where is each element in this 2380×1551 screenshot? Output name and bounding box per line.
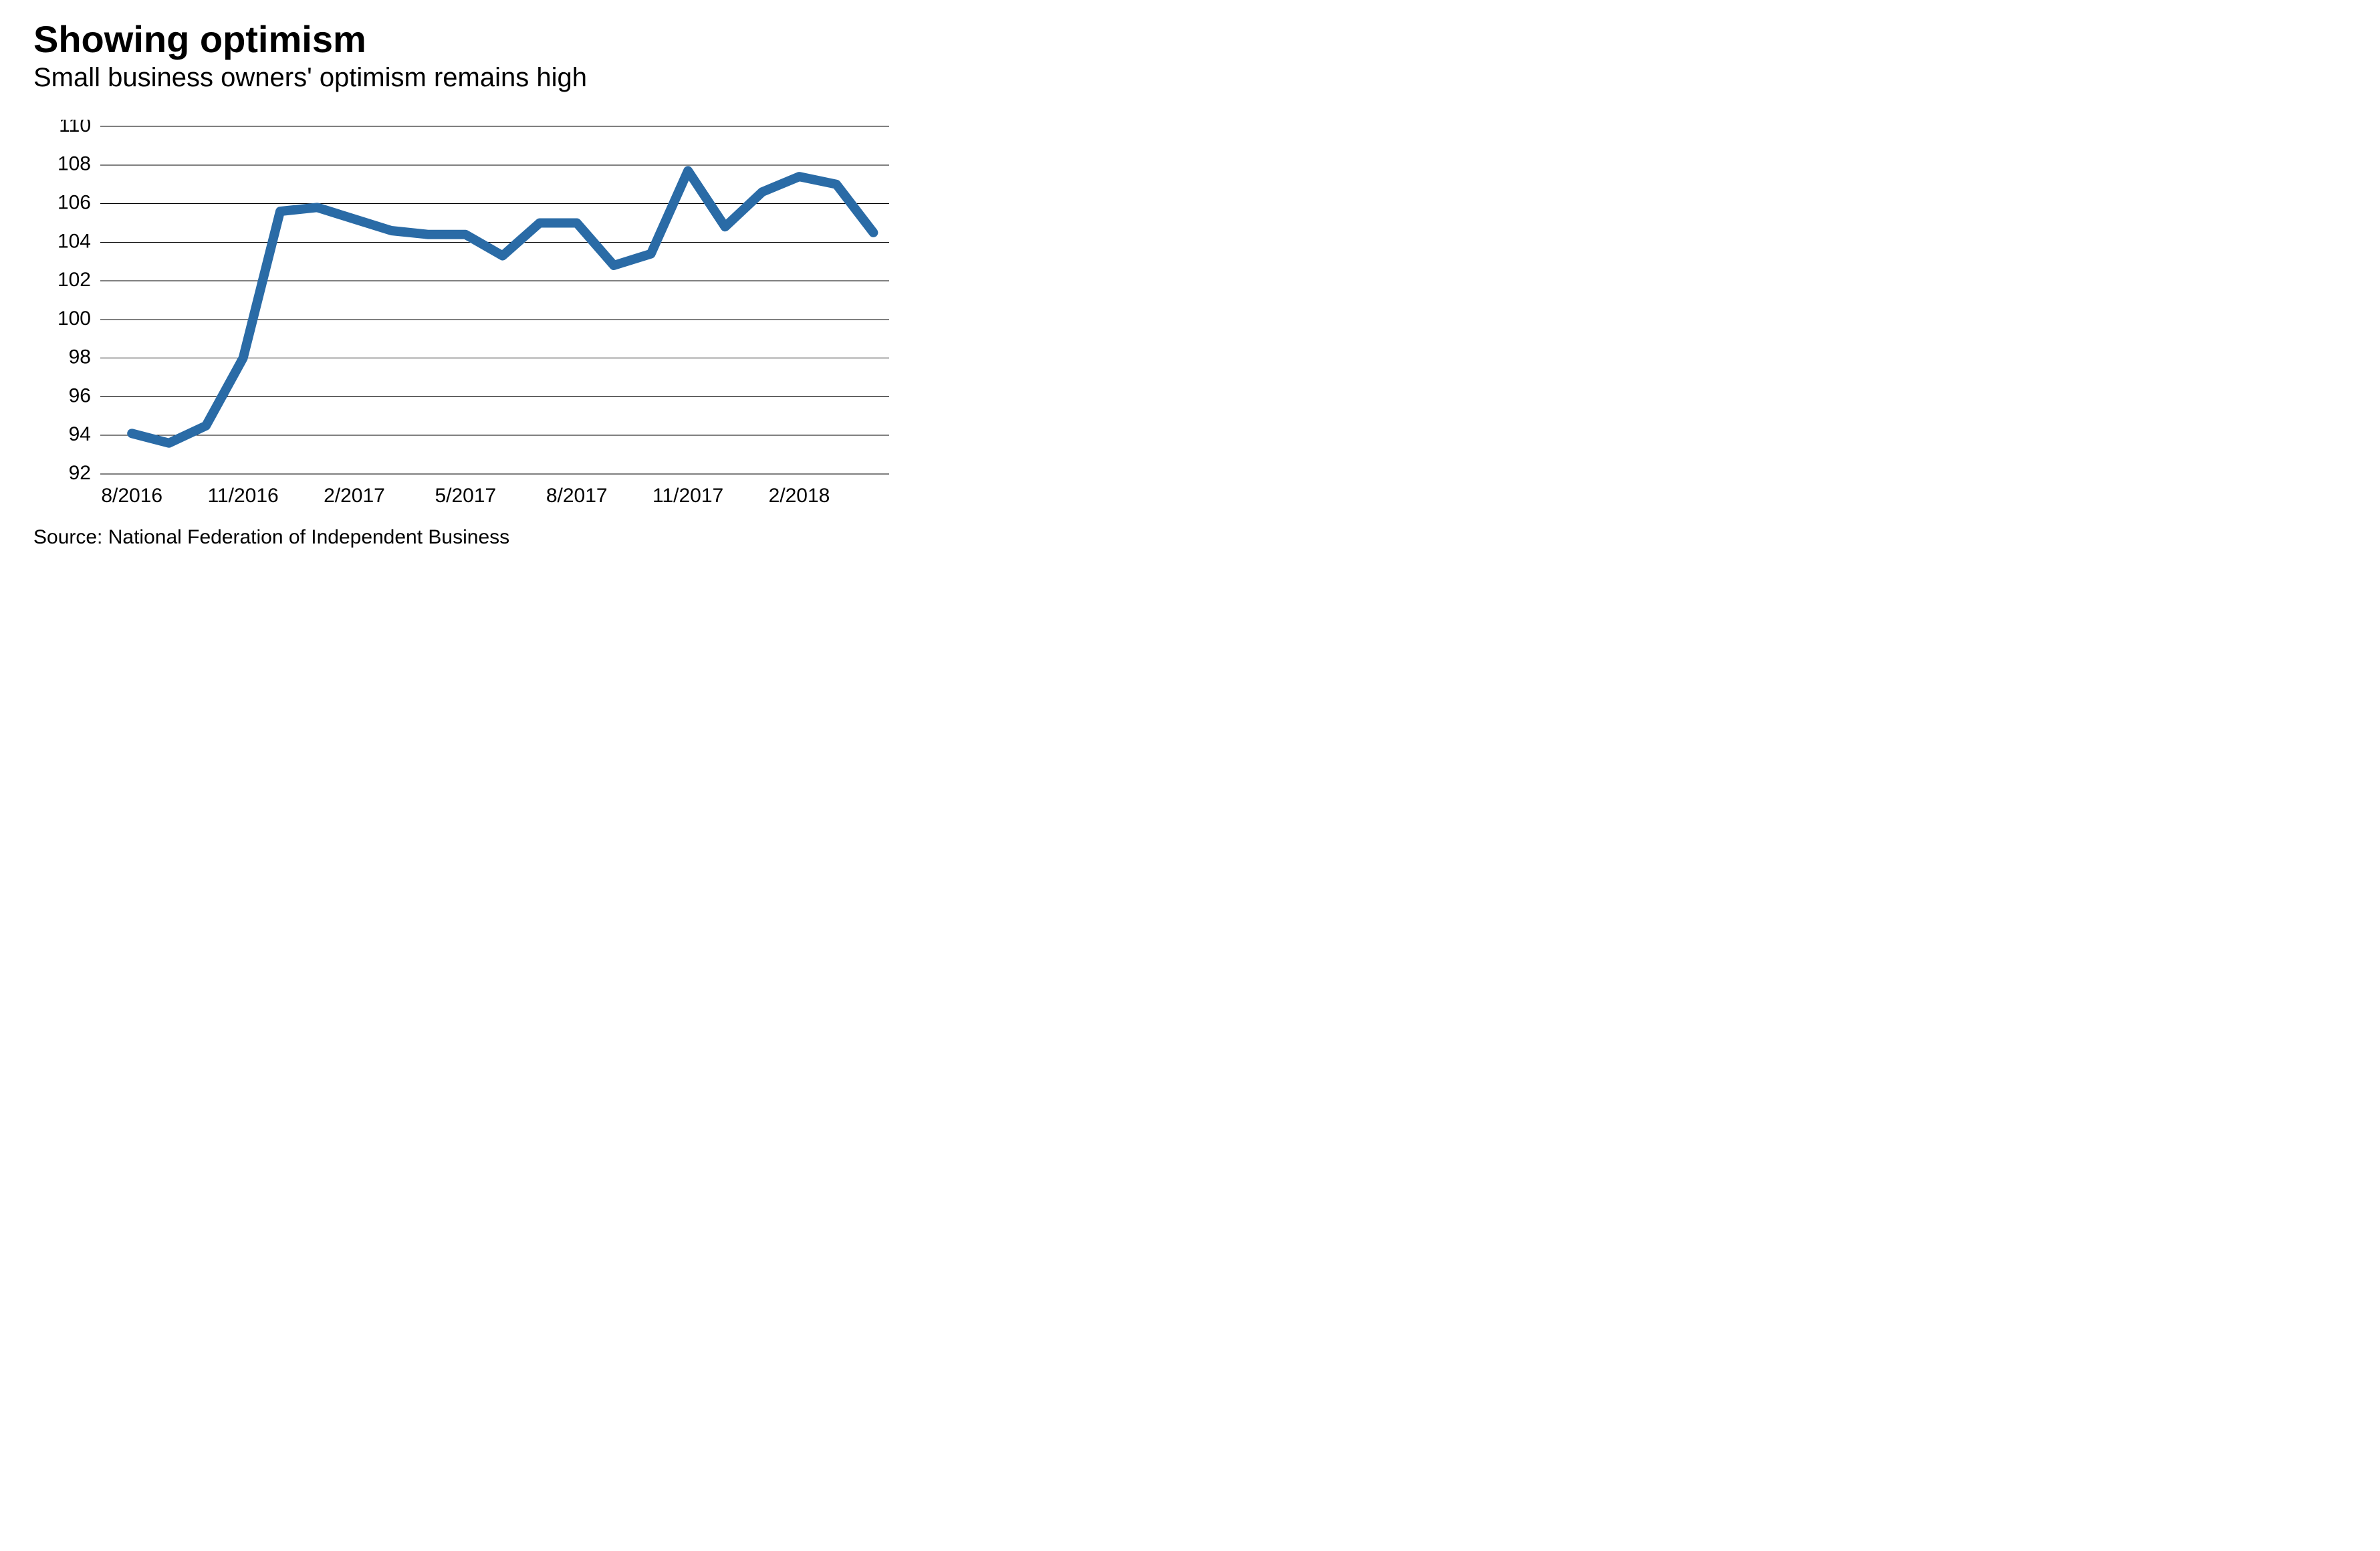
svg-text:2/2018: 2/2018 bbox=[769, 485, 830, 507]
svg-text:94: 94 bbox=[69, 423, 91, 445]
chart-area: 92 94 96 98 100 102 104 106 108 110 8/2016 11/2016 2… bbox=[33, 120, 882, 514]
svg-text:98: 98 bbox=[69, 346, 91, 368]
chart-title: Showing optimism bbox=[33, 20, 882, 59]
svg-text:106: 106 bbox=[57, 191, 91, 213]
x-axis-labels: 8/2016 11/2016 2/2017 5/2017 8/2017 11/2017 2/… bbox=[101, 485, 830, 507]
svg-text:5/2017: 5/2017 bbox=[435, 485, 496, 507]
data-line bbox=[132, 170, 873, 443]
svg-text:11/2016: 11/2016 bbox=[207, 485, 278, 507]
svg-text:8/2017: 8/2017 bbox=[546, 485, 608, 507]
svg-text:11/2017: 11/2017 bbox=[652, 485, 723, 507]
svg-text:2/2017: 2/2017 bbox=[324, 485, 385, 507]
y-axis-labels: 92 94 96 98 100 102 104 106 108 110 bbox=[57, 120, 91, 484]
svg-text:8/2016: 8/2016 bbox=[101, 485, 162, 507]
svg-text:100: 100 bbox=[57, 308, 91, 330]
chart-subtitle: Small business owners' optimism remains … bbox=[33, 62, 882, 93]
gridlines bbox=[100, 126, 889, 474]
svg-text:104: 104 bbox=[57, 230, 91, 252]
svg-text:102: 102 bbox=[57, 269, 91, 291]
svg-text:110: 110 bbox=[59, 120, 91, 136]
line-chart-svg: 92 94 96 98 100 102 104 106 108 110 8/2016 11/2016 2… bbox=[33, 120, 896, 514]
svg-text:92: 92 bbox=[69, 462, 91, 484]
figure-container: Showing optimism Small business owners' … bbox=[0, 0, 916, 597]
svg-text:108: 108 bbox=[57, 152, 91, 174]
svg-text:96: 96 bbox=[69, 384, 91, 406]
chart-source: Source: National Federation of Independe… bbox=[33, 526, 882, 549]
